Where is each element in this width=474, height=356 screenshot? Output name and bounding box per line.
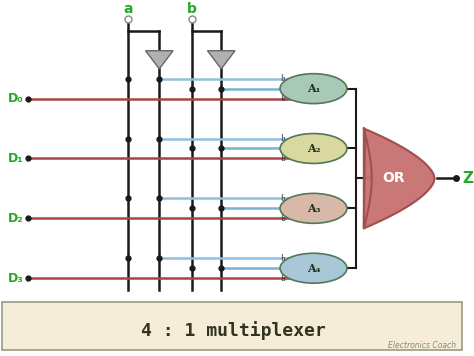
Text: I₂: I₂ — [281, 84, 286, 93]
Text: A₁: A₁ — [307, 83, 320, 94]
Text: I₃: I₃ — [281, 274, 286, 283]
Text: I₃: I₃ — [281, 154, 286, 163]
Text: I₃: I₃ — [281, 214, 286, 223]
Text: D₃: D₃ — [8, 272, 24, 285]
Text: 4 : 1 multiplexer: 4 : 1 multiplexer — [141, 320, 326, 340]
Ellipse shape — [280, 74, 347, 104]
Ellipse shape — [280, 253, 347, 283]
Text: I₁: I₁ — [280, 194, 286, 203]
Text: I₁: I₁ — [280, 134, 286, 143]
Ellipse shape — [280, 134, 347, 163]
Text: A₃: A₃ — [307, 203, 320, 214]
Text: Electronics Coach: Electronics Coach — [388, 341, 456, 350]
Text: Z: Z — [462, 171, 473, 186]
Text: D₁: D₁ — [8, 152, 24, 165]
Polygon shape — [364, 129, 435, 228]
Text: D₀: D₀ — [8, 92, 24, 105]
Text: I₂: I₂ — [281, 204, 286, 213]
Text: I₂: I₂ — [281, 264, 286, 273]
Text: OR: OR — [382, 172, 405, 185]
Text: D₂: D₂ — [8, 212, 24, 225]
Text: I₂: I₂ — [281, 144, 286, 153]
Polygon shape — [146, 51, 173, 69]
Text: I₁: I₁ — [280, 74, 286, 83]
Text: I₁: I₁ — [280, 254, 286, 263]
Polygon shape — [208, 51, 235, 69]
Text: A₂: A₂ — [307, 143, 320, 154]
Text: I₃: I₃ — [281, 94, 286, 103]
Text: A₄: A₄ — [307, 263, 320, 274]
Ellipse shape — [280, 193, 347, 223]
FancyBboxPatch shape — [2, 302, 462, 350]
Text: a: a — [123, 2, 133, 16]
Text: b: b — [187, 2, 197, 16]
